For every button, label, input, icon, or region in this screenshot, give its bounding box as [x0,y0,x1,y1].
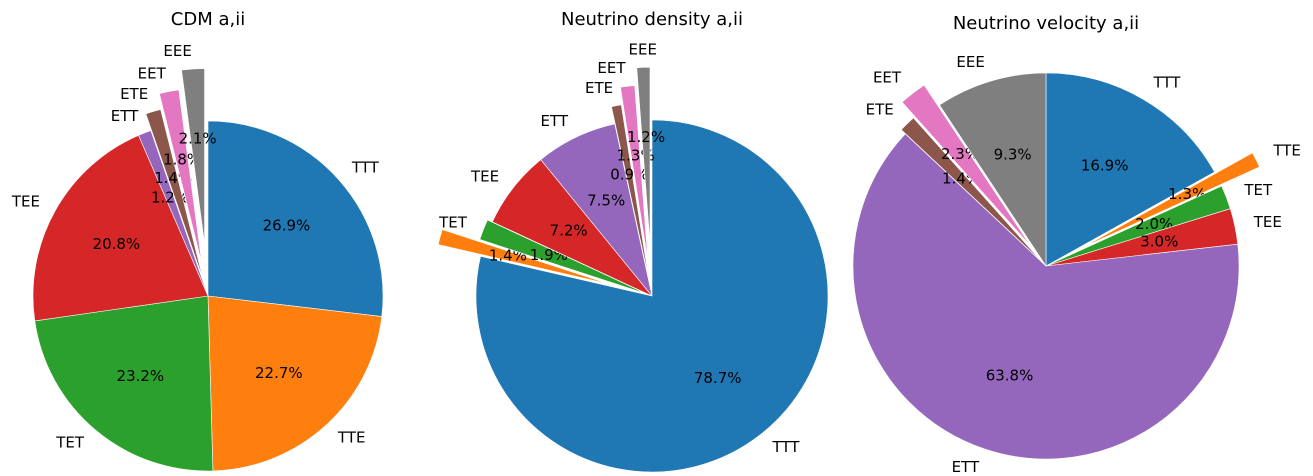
slice-category-label: TEE [11,193,40,211]
pie-slice [611,104,650,279]
slice-category-label: TTT [771,438,800,456]
slice-value-label: 23.2% [117,367,165,385]
pie-slice [900,117,1043,263]
slice-category-label: TEE [470,168,499,186]
slice-value-label: 20.8% [93,235,141,253]
pie-slice [620,85,649,262]
slice-value-label: 7.5% [587,191,625,209]
pie-slice [32,134,209,322]
slice-value-label: 26.9% [263,217,311,235]
chart-title: Neutrino density a,ii [561,9,743,30]
pie-slice [479,219,648,295]
pie-slice [1045,72,1215,267]
slice-value-label: 2.1% [179,129,217,147]
pie-slice [852,133,1240,460]
slice-category-label: TTE [337,429,366,447]
slice-value-label: 9.3% [994,146,1032,164]
slice-value-label: 63.8% [986,366,1034,384]
slice-category-label: EET [138,65,167,83]
slice-value-label: 78.7% [694,369,742,387]
slice-category-label: TTT [1152,73,1181,91]
pie-slice [138,130,209,297]
slice-value-label: 0.9% [610,165,648,183]
slice-category-label: TET [55,434,85,452]
slice-value-label: 3.0% [1140,233,1178,251]
pie-slice [540,123,653,297]
slice-category-label: EEE [956,53,984,71]
pie-slice [207,295,383,472]
slice-category-label: EET [873,68,902,86]
chart-title: Neutrino velocity a,ii [953,13,1139,34]
slice-value-label: 1.8% [163,151,201,169]
pie-slice [145,109,204,280]
slice-value-label: 16.9% [1081,157,1129,175]
slice-value-label: 1.2% [627,128,665,146]
slice-category-label: EEE [629,40,657,58]
pie-slice [437,229,610,285]
pie-slice [636,66,651,244]
pie-slice [939,72,1047,267]
slice-value-label: 2.0% [1135,215,1173,233]
slice-category-label: TTE [1272,142,1301,160]
slice-category-label: ETT [540,112,568,130]
slice-category-label: TET [1243,181,1273,199]
slice-category-label: TTT [351,159,380,177]
pie-slice [181,68,205,244]
slice-category-label: TET [438,214,468,232]
pie-slice [158,89,203,264]
slice-category-label: ETE [866,100,894,118]
slice-category-label: ETT [952,458,980,476]
slice-category-label: TEE [1253,213,1282,231]
pie-slice [901,84,1031,247]
slice-category-label: ETE [120,85,148,103]
slice-category-label: ETE [585,79,613,97]
slice-value-label: 7.2% [550,222,588,240]
pie-slice [34,295,214,472]
pie-slice [1083,152,1260,248]
slice-category-label: EEE [163,42,191,60]
slice-category-label: ETT [111,107,139,125]
chart-title: CDM a,ii [171,9,245,30]
pie-slice [207,120,384,317]
slice-value-label: 22.7% [255,364,303,382]
slice-category-label: EET [597,59,626,77]
